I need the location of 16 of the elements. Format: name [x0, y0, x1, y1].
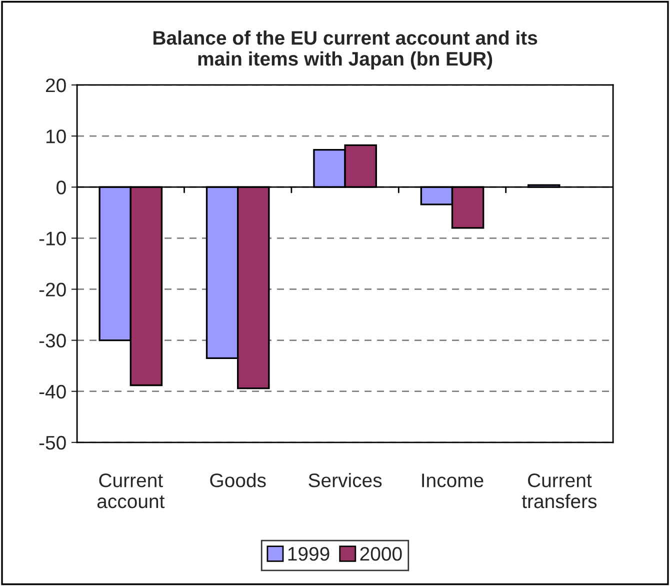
- chart-title: Balance of the EU current account and its main items with Japan (bn EUR): [154, 30, 538, 70]
- x-tick-label: Services: [308, 472, 382, 488]
- x-tick-label: Current account: [97, 474, 165, 508]
- y-tick-label: 10: [46, 130, 66, 144]
- y-tick-label: 20: [46, 78, 66, 92]
- y-tick-label: -10: [39, 232, 66, 246]
- x-tick-label: Current transfers: [522, 474, 597, 508]
- y-tick-label: -30: [39, 334, 66, 348]
- y-tick-label: -40: [39, 384, 66, 399]
- legend-label: 2000: [360, 546, 402, 561]
- y-tick-label: 0: [56, 180, 66, 194]
- y-tick-label: -20: [39, 282, 66, 296]
- x-tick-label: Goods: [210, 472, 266, 488]
- x-tick-label: Income: [422, 474, 484, 488]
- y-tick-label: -50: [39, 436, 66, 450]
- legend-label: 1999: [288, 546, 330, 561]
